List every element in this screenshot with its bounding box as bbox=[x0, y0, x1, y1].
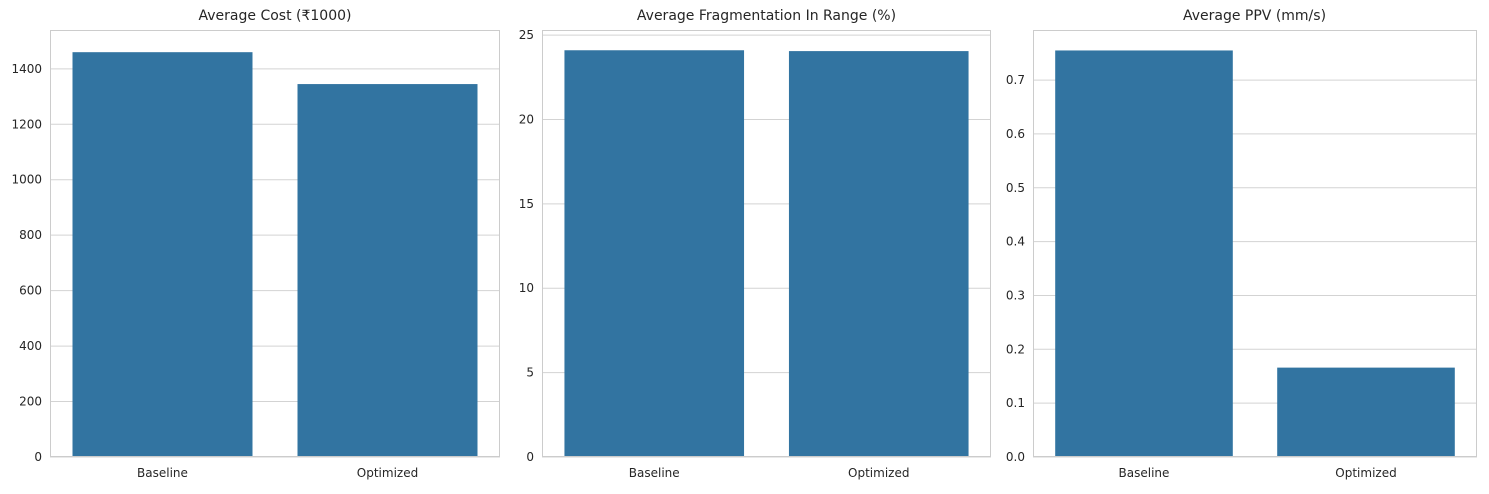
bar-baseline bbox=[72, 52, 253, 457]
axes-frame bbox=[1033, 30, 1477, 457]
x-tick-label: Optimized bbox=[357, 466, 418, 480]
bar-baseline bbox=[1055, 50, 1233, 457]
x-tick-label: Optimized bbox=[1335, 466, 1396, 480]
bar-optimized bbox=[1277, 367, 1455, 457]
y-tick-label: 20 bbox=[519, 112, 534, 126]
chart-title: Average Cost (₹1000) bbox=[198, 8, 352, 24]
y-tick-label: 1200 bbox=[11, 117, 42, 131]
chart-panel-average-fragmentation: Average Fragmentation In Range (%) 0 5 10 1… bbox=[500, 0, 995, 490]
y-tick-label: 800 bbox=[19, 228, 42, 242]
x-tick-label: Baseline bbox=[1119, 466, 1170, 480]
y-tick-label: 1400 bbox=[11, 62, 42, 76]
y-tick-label: 15 bbox=[519, 197, 534, 211]
y-tick-label: 0.7 bbox=[1006, 73, 1025, 87]
y-tick-label: 0.1 bbox=[1006, 396, 1025, 410]
axes-frame bbox=[542, 30, 991, 457]
chart-title: Average PPV (mm/s) bbox=[1182, 8, 1327, 24]
bar-chart: 0.0 0.1 0.2 0.3 0.4 0.5 0.6 0.7 Baseline Optimize… bbox=[1006, 30, 1477, 480]
y-tick-label: 400 bbox=[19, 339, 42, 353]
bar-chart: 0 5 10 15 20 25 Baseline Optimized bbox=[519, 28, 991, 480]
x-tick-label: Baseline bbox=[137, 466, 188, 480]
chart-panel-average-ppv: Average PPV (mm/s) 0.0 0.1 0.2 0.3 0.4 0.5 0.6… bbox=[995, 0, 1489, 490]
bar-baseline bbox=[564, 50, 745, 458]
chart-title: Average Fragmentation In Range (%) bbox=[636, 8, 897, 24]
y-tick-label: 0 bbox=[34, 450, 42, 464]
y-tick-label: 25 bbox=[519, 28, 534, 42]
y-tick-label: 0.3 bbox=[1006, 288, 1025, 302]
y-tick-label: 0.5 bbox=[1006, 181, 1025, 195]
bar-chart: 0 200 400 600 800 1000 1200 1400 Baseline Optimiz… bbox=[11, 30, 500, 480]
axes-frame bbox=[50, 30, 500, 457]
y-tick-label: 0.2 bbox=[1006, 342, 1025, 356]
bar-optimized bbox=[297, 84, 478, 458]
y-tick-label: 200 bbox=[19, 395, 42, 409]
y-tick-label: 1000 bbox=[11, 173, 42, 187]
y-tick-label: 10 bbox=[519, 281, 534, 295]
chart-panel-average-cost: Average Cost (₹1000) 0 200 400 600 800 1000 12… bbox=[0, 0, 500, 490]
y-tick-label: 5 bbox=[526, 366, 534, 380]
y-tick-label: 0.0 bbox=[1006, 450, 1025, 464]
y-tick-label: 600 bbox=[19, 284, 42, 298]
y-tick-label: 0.4 bbox=[1006, 235, 1025, 249]
y-tick-label: 0 bbox=[526, 450, 534, 464]
x-tick-label: Baseline bbox=[629, 466, 680, 480]
bar-optimized bbox=[788, 51, 969, 458]
x-tick-label: Optimized bbox=[848, 466, 909, 480]
y-tick-label: 0.6 bbox=[1006, 127, 1025, 141]
